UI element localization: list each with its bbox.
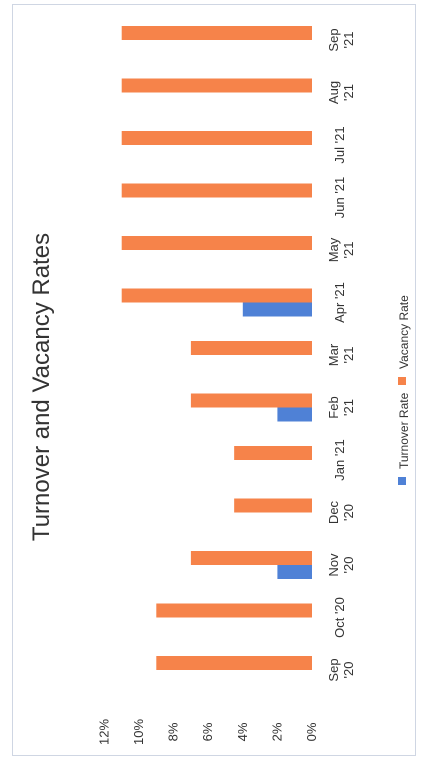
category-label: Nov'20 [326, 553, 356, 577]
chart-frame [12, 4, 416, 756]
chart-title: Turnover and Vacancy Rates [28, 233, 55, 541]
tick-label: 12% [96, 719, 111, 745]
tick-label: 4% [235, 722, 250, 741]
legend-label: Turnover Rate [397, 392, 411, 469]
turnover-bar [277, 565, 312, 579]
category-label: Feb'21 [326, 396, 356, 418]
vacancy-bar [190, 393, 312, 408]
tick-label: 10% [131, 719, 146, 745]
vacancy-bar [156, 603, 312, 618]
legend-swatch [398, 377, 406, 385]
vacancy-bar [121, 78, 312, 93]
vacancy-bar [156, 656, 312, 670]
tick-label: 0% [304, 722, 319, 741]
category-label: Apr '21 [332, 282, 347, 323]
vacancy-bar [234, 446, 312, 460]
category-labels: Sep'20 Oct '20 Nov'20 Dec'20 Jan '21 Feb'21 Ma… [326, 28, 356, 681]
turnover-bar [242, 302, 312, 317]
vacancy-bar [190, 551, 312, 565]
vacancy-bar [234, 498, 312, 513]
category-label: Sep'21 [326, 28, 356, 51]
legend: Turnover Rate Vacancy Rate [397, 295, 411, 485]
vacancy-bar [121, 131, 312, 145]
category-label: Oct '20 [332, 597, 347, 638]
category-label: Jun '21 [332, 177, 347, 219]
category-label: May'21 [326, 237, 356, 262]
legend-swatch [398, 477, 406, 485]
tick-label: 6% [200, 722, 215, 741]
category-label: Sep'20 [326, 658, 356, 681]
category-label: Dec'20 [326, 500, 356, 524]
vacancy-bar [121, 288, 312, 303]
category-label: Jul '21 [332, 126, 347, 163]
category-label: Jan '21 [332, 439, 347, 481]
vacancy-bar [121, 236, 312, 250]
legend-label: Vacancy Rate [397, 295, 411, 369]
vacancy-bar [121, 183, 312, 198]
tick-label: 2% [269, 722, 284, 741]
value-axis-ticks: 0% 2% 4% 6% 8% 10% 12% [96, 719, 319, 745]
vacancy-bar [190, 341, 312, 355]
turnover-bar [277, 407, 312, 422]
vacancy-bar [121, 26, 312, 40]
category-label: Aug'21 [326, 81, 356, 104]
plot-area [121, 26, 312, 670]
tick-label: 8% [166, 722, 181, 741]
category-label: Mar'21 [326, 343, 356, 366]
